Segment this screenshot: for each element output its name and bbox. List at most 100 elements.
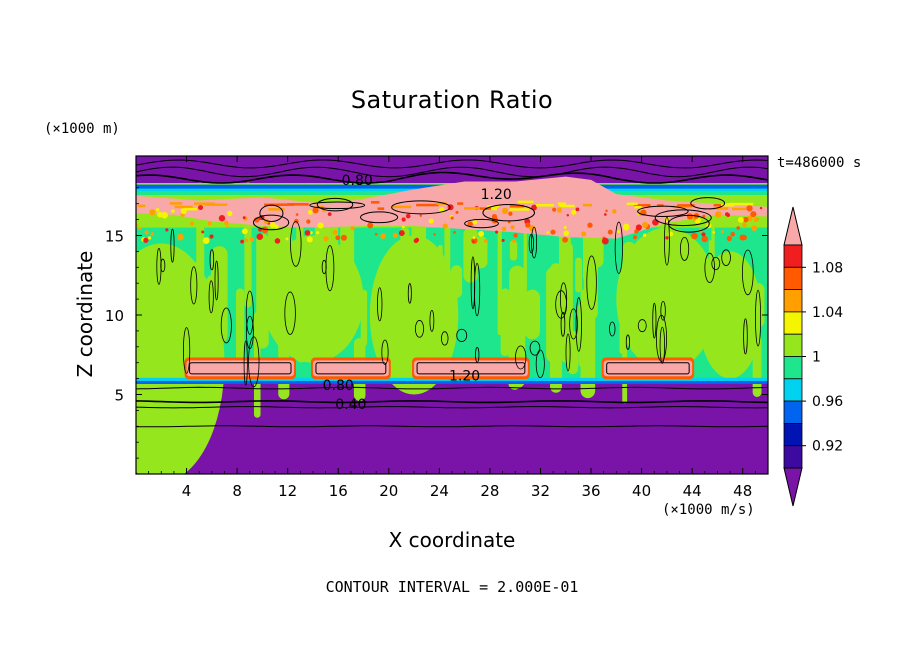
- colorbar-arrow-top: [783, 206, 803, 246]
- speckle: [759, 206, 763, 210]
- colorbar-arrow-bottom: [783, 467, 803, 507]
- contour-squiggle: [569, 308, 578, 340]
- upper-edge-streak: [370, 201, 380, 204]
- contour-squiggle: [414, 320, 425, 338]
- speckle: [571, 209, 577, 215]
- speckle: [566, 214, 570, 217]
- mid-streak: [468, 229, 474, 264]
- speckle: [730, 232, 736, 237]
- colorbar-band: [783, 244, 803, 268]
- contour-squiggle: [679, 237, 690, 261]
- upper-edge-streak: [416, 203, 439, 207]
- contour-squiggle: [209, 249, 215, 271]
- speckle: [295, 213, 299, 216]
- colorbar-band: [783, 378, 803, 402]
- speckle: [242, 216, 246, 220]
- speckle: [453, 230, 456, 234]
- mid-blob: [698, 251, 762, 379]
- contour-squiggle: [559, 282, 568, 315]
- colorbar-band: [783, 422, 803, 447]
- speckle: [171, 209, 175, 214]
- speckle: [467, 221, 473, 228]
- speckle: [510, 225, 515, 230]
- contour-squiggle: [711, 256, 721, 271]
- x-axis-unit: (×1000 m/s): [662, 502, 755, 518]
- contour-squiggle: [655, 314, 667, 363]
- speckle: [747, 215, 753, 221]
- speckle: [450, 216, 454, 220]
- speckle: [691, 232, 698, 240]
- time-label: t=486000 s: [777, 155, 862, 171]
- speckle: [472, 240, 475, 243]
- speckle: [413, 238, 419, 244]
- speckle: [617, 229, 621, 234]
- upper-edge-streak: [264, 203, 285, 207]
- upper-edge-streak: [713, 207, 729, 210]
- contour-squiggle: [742, 249, 754, 296]
- speckle: [202, 237, 210, 244]
- speckle: [587, 222, 593, 228]
- speckle: [720, 230, 725, 234]
- contour-line: [136, 406, 768, 409]
- contour-squiggle: [660, 300, 666, 321]
- x-tick-label: 20: [379, 482, 398, 500]
- speckle: [736, 226, 741, 230]
- mid-streak: [580, 287, 596, 399]
- speckle: [652, 219, 659, 226]
- speckle: [270, 222, 276, 228]
- contour-loop: [464, 218, 499, 229]
- speckle: [419, 214, 423, 218]
- upper-edge-streak: [582, 203, 593, 207]
- speckle: [483, 239, 488, 243]
- speckle: [634, 229, 639, 234]
- upper-edge-streak: [205, 203, 228, 206]
- x-tick-label: 16: [329, 482, 348, 500]
- speckle: [327, 212, 332, 216]
- lower-cloud-patch: [603, 360, 693, 377]
- speckle: [478, 230, 485, 237]
- upper-edge-streak: [677, 204, 695, 207]
- x-tick-label: 36: [581, 482, 600, 500]
- contour-squiggle: [160, 258, 166, 273]
- contour-label: 0.80: [323, 378, 354, 394]
- speckle: [701, 232, 706, 237]
- speckle: [136, 223, 139, 227]
- upper-edge-streak: [509, 204, 525, 208]
- plot-area: 0.80 1.20 1.20 0.80 0.40: [136, 156, 768, 474]
- speckle: [138, 227, 142, 231]
- speckle: [316, 231, 320, 235]
- speckle: [218, 215, 226, 222]
- mid-blob: [369, 235, 459, 395]
- speckle: [642, 221, 649, 228]
- chart-title: Saturation Ratio: [350, 86, 554, 114]
- speckle: [563, 225, 567, 229]
- speckle: [405, 213, 411, 219]
- speckle: [751, 225, 757, 232]
- colorbar-label: 1.08: [812, 260, 843, 276]
- patch-contour: [416, 362, 526, 375]
- contour-label: 1.20: [449, 368, 480, 384]
- speckle: [714, 211, 722, 218]
- speckle: [501, 207, 509, 215]
- upper-edge-streak: [671, 205, 693, 209]
- contour-squiggle: [170, 228, 175, 263]
- speckle: [725, 212, 729, 217]
- colorbar-band: [783, 333, 803, 357]
- contour-squiggle: [555, 290, 567, 319]
- speckle: [256, 233, 264, 240]
- lower-cloud-patch: [186, 360, 294, 377]
- speckle: [402, 225, 405, 229]
- speckle: [428, 218, 434, 224]
- colorbar-label: 0.96: [812, 394, 843, 410]
- contour-label: 0.80: [342, 173, 373, 189]
- contour-squiggle: [182, 327, 191, 374]
- contour-squiggle: [381, 339, 389, 365]
- speckle: [665, 236, 669, 240]
- contour-squiggle: [575, 297, 582, 352]
- mid-streak: [575, 257, 583, 293]
- x-tick-label: 24: [430, 482, 449, 500]
- speckle: [726, 235, 732, 242]
- contour-squiggle: [248, 336, 260, 388]
- speckle: [442, 223, 448, 229]
- speckle: [306, 236, 313, 243]
